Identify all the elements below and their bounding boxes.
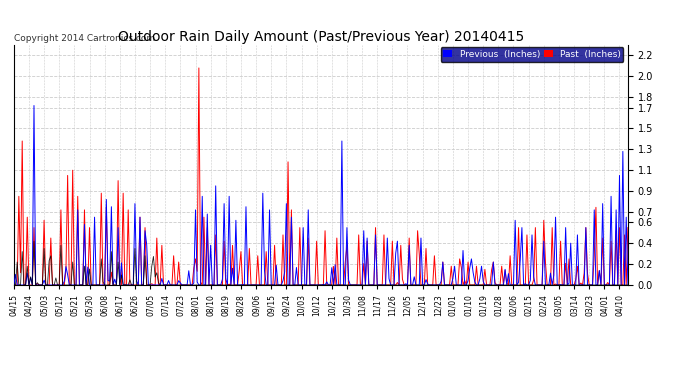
Title: Outdoor Rain Daily Amount (Past/Previous Year) 20140415: Outdoor Rain Daily Amount (Past/Previous… bbox=[118, 30, 524, 44]
Legend: Previous  (Inches), Past  (Inches): Previous (Inches), Past (Inches) bbox=[441, 47, 623, 62]
Text: Copyright 2014 Cartronics.com: Copyright 2014 Cartronics.com bbox=[14, 34, 155, 43]
